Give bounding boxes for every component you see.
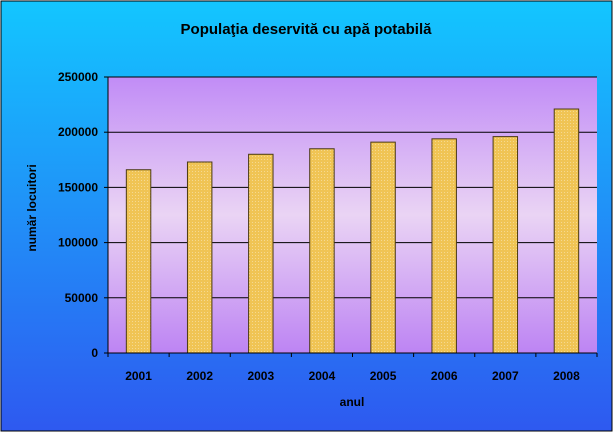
- x-tick-label: 2007: [492, 369, 519, 383]
- y-tick-label: 200000: [58, 125, 98, 139]
- bar-2001: [125, 169, 152, 354]
- plot-area: [108, 77, 597, 353]
- bar-2002: [186, 161, 213, 354]
- y-axis-label: număr locuitori: [25, 164, 39, 251]
- bar-2008: [553, 108, 580, 354]
- bar-2004: [309, 148, 335, 354]
- x-axis-ticks: 2001 2002 2003 2004 2005 2006 2007 2008: [107, 353, 598, 383]
- y-tick-label: 100000: [58, 236, 98, 250]
- x-tick-label: 2001: [125, 369, 152, 383]
- x-tick-label: 2003: [247, 369, 274, 383]
- x-tick-label: 2005: [370, 369, 397, 383]
- x-tick-label: 2006: [431, 369, 458, 383]
- chart-title: Populaţia deservită cu apă potabilă: [181, 21, 433, 38]
- bars: [125, 108, 580, 354]
- y-axis-ticks: 0 50000 100000 150000 200000 250000: [58, 70, 108, 360]
- bar-2005: [370, 141, 396, 354]
- x-axis-label: anul: [340, 395, 365, 409]
- y-tick-label: 150000: [58, 180, 98, 194]
- y-tick-label: 50000: [65, 291, 99, 305]
- bar-2003: [248, 153, 274, 354]
- x-tick-label: 2002: [186, 369, 213, 383]
- bar-2007: [492, 136, 519, 354]
- x-tick-label: 2008: [553, 369, 580, 383]
- bar-2006: [431, 138, 457, 354]
- x-tick-label: 2004: [309, 369, 336, 383]
- y-tick-label: 0: [91, 346, 98, 360]
- y-tick-label: 250000: [58, 70, 98, 84]
